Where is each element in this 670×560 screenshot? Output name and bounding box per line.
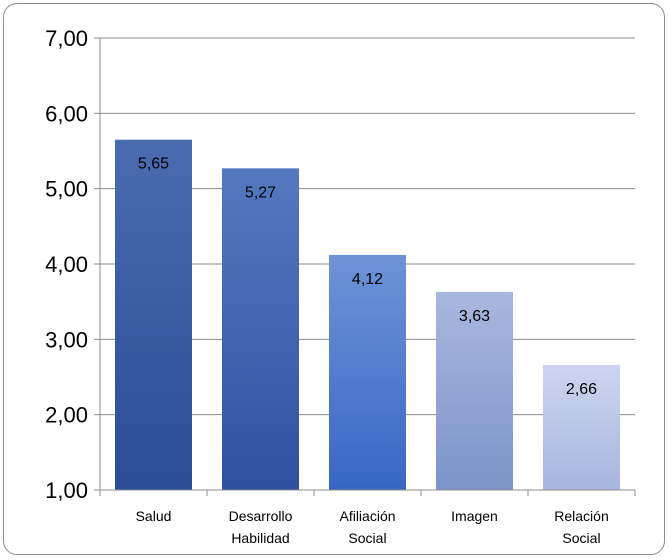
x-tick-label: Salud xyxy=(136,508,172,524)
bar xyxy=(436,291,513,490)
data-label: 5,65 xyxy=(138,156,169,173)
x-tick-label: Habilidad xyxy=(231,530,289,546)
x-tick-label: Social xyxy=(562,530,600,546)
y-tick-label: 7,00 xyxy=(45,26,88,51)
x-tick-label: Afiliación xyxy=(339,508,395,524)
bar xyxy=(222,168,299,490)
bar xyxy=(543,364,620,490)
x-tick-label: Imagen xyxy=(451,508,498,524)
x-tick-label: Relación xyxy=(554,508,608,524)
data-label: 2,66 xyxy=(566,381,597,398)
y-tick-label: 4,00 xyxy=(45,252,88,277)
y-tick-label: 6,00 xyxy=(45,101,88,126)
data-label: 3,63 xyxy=(459,308,490,325)
data-label: 5,27 xyxy=(245,184,276,201)
y-tick-label: 2,00 xyxy=(45,403,88,428)
y-tick-label: 3,00 xyxy=(45,327,88,352)
x-tick-label: Social xyxy=(348,530,386,546)
bar xyxy=(329,254,406,490)
bar xyxy=(115,139,192,490)
data-label: 4,12 xyxy=(352,271,383,288)
y-tick-label: 1,00 xyxy=(45,478,88,503)
x-tick-label: Desarrollo xyxy=(229,508,293,524)
y-tick-label: 5,00 xyxy=(45,177,88,202)
